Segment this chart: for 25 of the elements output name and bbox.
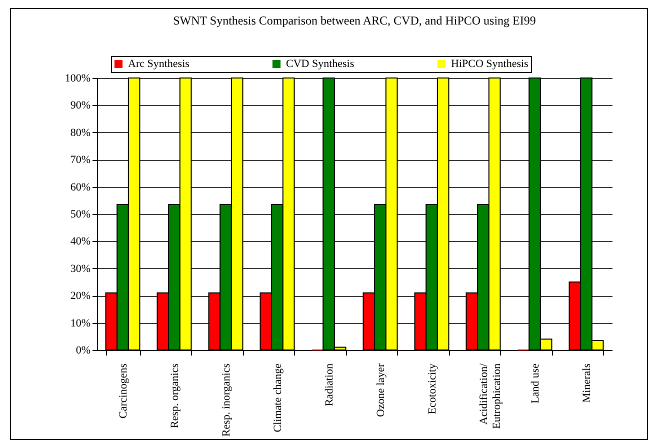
y-tick-label: 100% — [64, 72, 90, 84]
x-tick-label: Minerals — [580, 364, 593, 403]
y-tick-label: 0% — [76, 344, 90, 356]
x-tick-label: Resp. organics — [168, 364, 181, 428]
x-tick-label: Ozone layer — [374, 363, 387, 417]
y-tick-label: 50% — [70, 208, 90, 220]
y-tick-label: 20% — [70, 290, 90, 302]
x-tick-label: Land use — [529, 363, 542, 404]
legend-label: HiPCO Synthesis — [451, 58, 528, 70]
x-tick-label: Acidification/ Eutrophication — [478, 362, 503, 429]
chart-title: SWNT Synthesis Comparison between ARC, CVD, and HiPCO using EI99 — [173, 14, 536, 28]
x-tick-label: Resp. inorganics — [220, 364, 232, 437]
y-tick-label: 90% — [70, 100, 90, 112]
x-tick-label: Carcinogens — [117, 364, 130, 418]
y-tick-label: 30% — [70, 262, 90, 275]
y-tick-label: 10% — [70, 317, 90, 330]
y-tick-label: 80% — [70, 126, 90, 139]
legend-label: CVD Synthesis — [286, 58, 354, 70]
x-tick-label: Ecotoxicity — [426, 363, 438, 414]
y-tick-label: 70% — [70, 154, 90, 166]
y-tick-label: 60% — [70, 181, 90, 194]
x-tick-label: Climate change — [272, 363, 284, 432]
y-tick-label: 40% — [70, 236, 90, 248]
legend-label: Arc Synthesis — [128, 58, 190, 70]
x-tick-label: Radiation — [323, 363, 336, 406]
